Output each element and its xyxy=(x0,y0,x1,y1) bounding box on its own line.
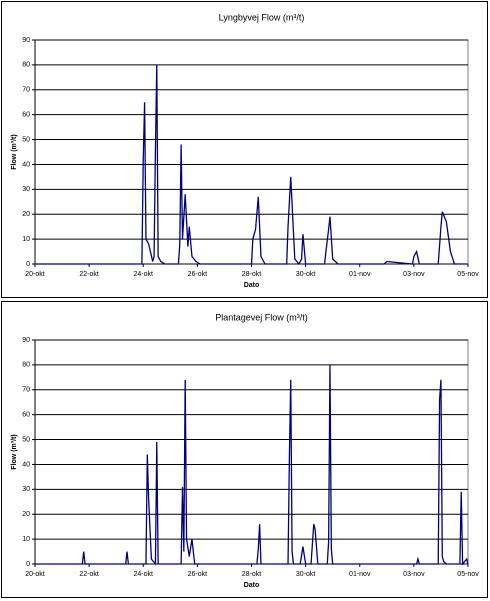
y-tick-label: 30 xyxy=(22,486,30,493)
y-tick-label: 70 xyxy=(22,387,30,394)
x-tick-label: 28-okt xyxy=(242,271,262,278)
x-axis-label: Dato xyxy=(244,582,260,589)
y-tick-label: 60 xyxy=(22,112,30,119)
x-axis-label: Dato xyxy=(244,282,260,289)
plot-area xyxy=(34,39,469,265)
y-tick-label: 20 xyxy=(22,211,30,218)
y-tick-label: 0 xyxy=(26,261,30,268)
y-axis-label: Flow (m³/t) xyxy=(11,134,18,169)
y-tick-label: 0 xyxy=(26,561,30,568)
x-tick-label: 01-nov xyxy=(349,271,371,278)
y-tick-label: 60 xyxy=(22,412,30,419)
x-tick-label: 03-nov xyxy=(403,271,425,278)
y-tick-label: 40 xyxy=(22,161,30,168)
y-tick-label: 90 xyxy=(22,37,30,44)
y-tick-label: 10 xyxy=(22,536,30,543)
y-tick-label: 20 xyxy=(22,511,30,518)
chart-title: Lyngbyvej Flow (m³/t) xyxy=(219,12,305,22)
x-tick-label: 30-okt xyxy=(296,571,316,578)
x-tick-label: 28-okt xyxy=(242,571,262,578)
x-tick-label: 24-okt xyxy=(134,571,154,578)
y-tick-label: 50 xyxy=(22,136,30,143)
x-tick-label: 26-okt xyxy=(188,571,208,578)
y-tick-label: 50 xyxy=(22,436,30,443)
x-tick-label: 20-okt xyxy=(25,271,45,278)
x-tick-label: 05-nov xyxy=(457,271,479,278)
x-tick-label: 26-okt xyxy=(188,271,208,278)
y-tick-label: 10 xyxy=(22,236,30,243)
y-tick-label: 80 xyxy=(22,62,30,69)
line-series xyxy=(35,364,469,566)
chart-title: Plantagevej Flow (m³/t) xyxy=(215,312,308,322)
x-tick-label: 01-nov xyxy=(349,571,371,578)
x-tick-label: 22-okt xyxy=(79,571,99,578)
x-tick-label: 24-okt xyxy=(134,271,154,278)
x-tick-label: 20-okt xyxy=(25,571,45,578)
y-tick-label: 80 xyxy=(22,362,30,369)
y-tick-label: 30 xyxy=(22,186,30,193)
x-tick-label: 22-okt xyxy=(79,271,99,278)
y-tick-label: 90 xyxy=(22,337,30,344)
y-tick-label: 70 xyxy=(22,87,30,94)
y-tick-label: 40 xyxy=(22,461,30,468)
y-axis-label: Flow (m³/t) xyxy=(11,434,18,469)
line-series xyxy=(35,64,468,266)
x-tick-label: 30-okt xyxy=(296,271,316,278)
plot-area xyxy=(34,339,469,565)
x-tick-label: 03-nov xyxy=(403,571,425,578)
x-tick-label: 05-nov xyxy=(457,571,479,578)
